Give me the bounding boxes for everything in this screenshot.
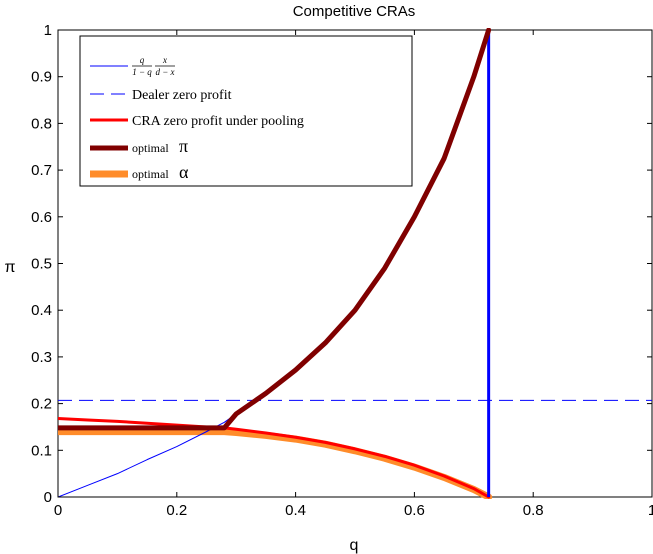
legend-label-dealer: Dealer zero profit bbox=[132, 88, 232, 103]
legend-label-alpha-symbol: α bbox=[179, 162, 189, 182]
y-tick-label: 0.7 bbox=[31, 162, 52, 179]
legend-label-alpha-prefix: optimal bbox=[132, 167, 169, 181]
series-optimal-alpha-line bbox=[58, 428, 493, 499]
x-tick-label: 0.4 bbox=[285, 502, 306, 519]
y-tick-label: 0.4 bbox=[31, 302, 52, 319]
y-tick-label: 0 bbox=[44, 489, 52, 506]
legend: q 1 − q x d − x Dealer zero profit CRA zero p… bbox=[79, 35, 413, 187]
series-optimal-pi-line bbox=[58, 28, 492, 431]
legend-frac1-num: q bbox=[140, 55, 145, 65]
y-tick-label: 0.2 bbox=[31, 396, 52, 413]
x-tick-label: 0.2 bbox=[166, 502, 187, 519]
legend-label-cra: CRA zero profit under pooling bbox=[132, 114, 304, 129]
x-axis-label: q bbox=[350, 537, 359, 554]
axis-ticks: 0 0.2 0.4 0.6 0.8 1 0 0.1 0.2 0.3 0.4 0.5 0.6 0.7 0.8 0… bbox=[31, 22, 653, 519]
x-tick-label: 1 bbox=[648, 502, 653, 519]
y-tick-label: 0.1 bbox=[31, 442, 52, 459]
y-tick-label: 1 bbox=[44, 22, 52, 39]
chart-title: Competitive CRAs bbox=[293, 3, 416, 20]
legend-frac2-num: x bbox=[162, 55, 167, 65]
legend-label-pi-symbol: π bbox=[179, 136, 188, 156]
legend-box bbox=[79, 35, 413, 187]
x-tick-label: 0.6 bbox=[404, 502, 425, 519]
y-tick-label: 0.5 bbox=[31, 256, 52, 273]
y-tick-label: 0.8 bbox=[31, 115, 52, 132]
x-tick-label: 0 bbox=[54, 502, 62, 519]
legend-frac2-den: d − x bbox=[155, 67, 174, 77]
y-tick-label: 0.3 bbox=[31, 349, 52, 366]
series-cra-zero-profit-line bbox=[58, 417, 491, 499]
legend-label-pi-prefix: optimal bbox=[132, 141, 169, 155]
legend-frac1-den: 1 − q bbox=[132, 67, 152, 77]
x-tick-label: 0.8 bbox=[523, 502, 544, 519]
y-tick-label: 0.6 bbox=[31, 209, 52, 226]
y-tick-label: 0.9 bbox=[31, 69, 52, 86]
y-axis-label: π bbox=[4, 259, 15, 276]
